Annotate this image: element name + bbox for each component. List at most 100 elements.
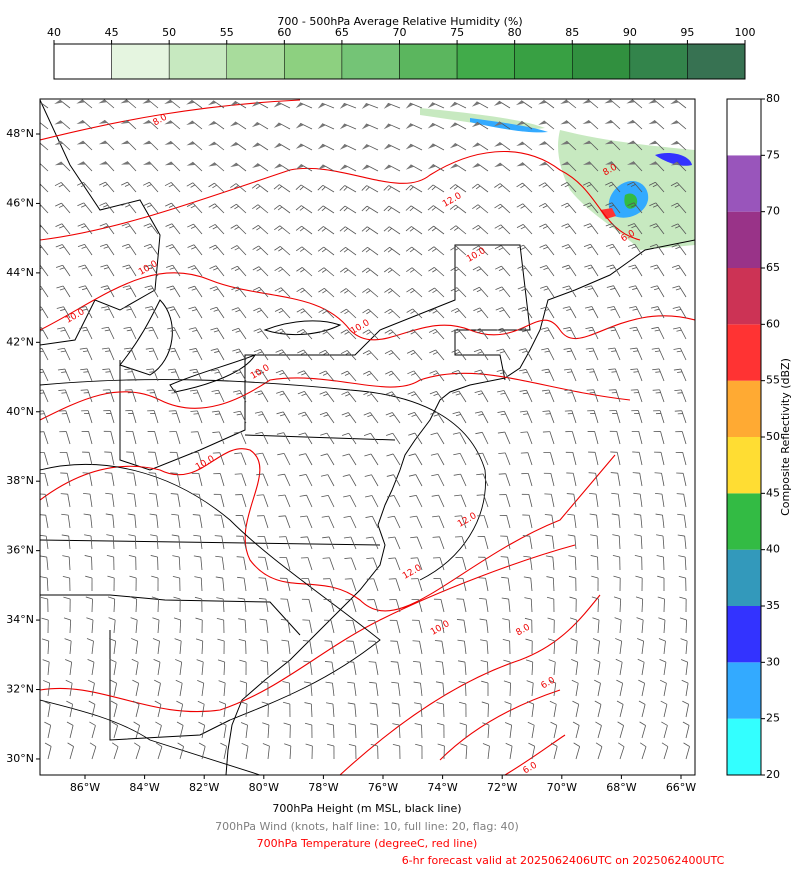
wind-barb [432, 143, 445, 151]
wind-barb-tick [167, 368, 175, 371]
wind-barb-tick [520, 205, 526, 209]
rh-colorbar-tick-label: 40 [47, 26, 61, 39]
wind-barb [350, 536, 357, 550]
wind-barb [240, 452, 247, 466]
reflectivity-colorbar-bin [727, 155, 761, 212]
wind-barb-tick [494, 224, 501, 229]
wind-barb [457, 328, 467, 340]
wind-barb-tick [132, 700, 140, 705]
wind-barb-tick [566, 350, 572, 353]
wind-barb-tick [632, 287, 638, 290]
wind-barb-tick [155, 721, 162, 726]
wind-barb [420, 704, 423, 718]
wind-barb [485, 599, 489, 613]
wind-barb [410, 143, 423, 151]
wind-barb-tick [673, 368, 681, 371]
wind-barb-tick [262, 722, 270, 726]
wind-barb [324, 308, 335, 319]
wind-barb-tick [105, 371, 111, 373]
wind-barb-tick [661, 721, 668, 726]
wind-barb-tick [191, 267, 197, 271]
wind-barb-tick [387, 495, 395, 498]
wind-barb [282, 411, 291, 424]
wind-barb [618, 535, 621, 550]
wind-barb-tick [61, 371, 67, 373]
wind-barb-tick [568, 555, 576, 558]
wind-barb [389, 226, 401, 235]
wind-barb-tick [79, 347, 87, 350]
wind-barb [151, 285, 159, 298]
wind-barb-tick [342, 474, 350, 477]
wind-barb [456, 246, 467, 256]
height-contour [40, 379, 486, 775]
wind-barb-tick [239, 680, 247, 684]
wind-barb-flag [229, 101, 239, 106]
wind-barb-tick [172, 555, 180, 558]
wind-barb [568, 264, 577, 277]
wind-barb [173, 306, 181, 319]
wind-barb [398, 724, 401, 739]
wind-barb-tick [295, 184, 302, 190]
wind-barb [223, 661, 226, 676]
wind-barb [108, 347, 115, 361]
wind-barb-tick [195, 638, 203, 642]
wind-barb-tick [236, 556, 244, 558]
wind-barb [346, 308, 357, 319]
wind-barb [350, 516, 357, 529]
wind-barb-tick [671, 264, 679, 268]
wind-barb-tick [608, 184, 614, 187]
wind-barb [418, 620, 423, 634]
wind-barb-tick [126, 308, 132, 311]
wind-barb [480, 349, 489, 361]
wind-barb [266, 641, 269, 655]
wind-barb-tick [427, 225, 434, 231]
wind-barb-tick [566, 308, 572, 311]
wind-barb [675, 99, 687, 109]
wind-barb [484, 557, 489, 571]
wind-barb-tick [528, 742, 535, 747]
wind-barb-tick [474, 369, 482, 373]
wind-barb [550, 494, 555, 508]
wind-barb [395, 599, 401, 613]
wind-barb-tick [431, 186, 436, 191]
wind-barb-tick [284, 743, 291, 747]
wind-barb-tick [562, 306, 570, 309]
wind-barb [214, 224, 225, 235]
wind-barb-tick [560, 182, 568, 186]
wind-barb-tick [40, 596, 48, 600]
wind-barb-tick [504, 722, 512, 726]
wind-barb [133, 473, 137, 487]
wind-barb-tick [147, 246, 153, 249]
wind-barb-tick [236, 413, 242, 416]
wind-barb-tick [586, 204, 592, 208]
wind-barb [633, 202, 643, 214]
wind-barb [392, 432, 401, 445]
wind-barb-tick [76, 181, 84, 186]
wind-barb [240, 431, 247, 445]
wind-barb-tick [520, 226, 526, 230]
wind-barb [288, 682, 291, 697]
wind-barb-tick [386, 453, 394, 457]
wind-barb-tick [152, 617, 160, 621]
wind-barb-tick [611, 492, 619, 495]
wind-barb-tick [339, 246, 346, 252]
wind-barb-tick [85, 575, 93, 579]
lake-ontario [263, 320, 342, 335]
wind-barb [157, 683, 161, 697]
wind-barb-tick [83, 492, 91, 495]
wind-barb [663, 641, 666, 655]
wind-barb-flag [54, 120, 64, 125]
rh-colorbar-tick-label: 60 [277, 26, 291, 39]
wind-barb-flag [582, 161, 592, 165]
wind-barb-tick [450, 266, 457, 271]
wind-barb-tick [383, 185, 390, 191]
wind-barb [280, 287, 291, 298]
wind-barb [306, 495, 313, 508]
wind-barb [289, 746, 292, 760]
contour-label: 10.0 [349, 318, 372, 337]
wind-barb [348, 432, 357, 445]
wind-barb-tick [638, 700, 646, 705]
wind-barb [40, 101, 49, 109]
wind-barb-tick [148, 472, 156, 474]
wind-barb [260, 349, 269, 361]
